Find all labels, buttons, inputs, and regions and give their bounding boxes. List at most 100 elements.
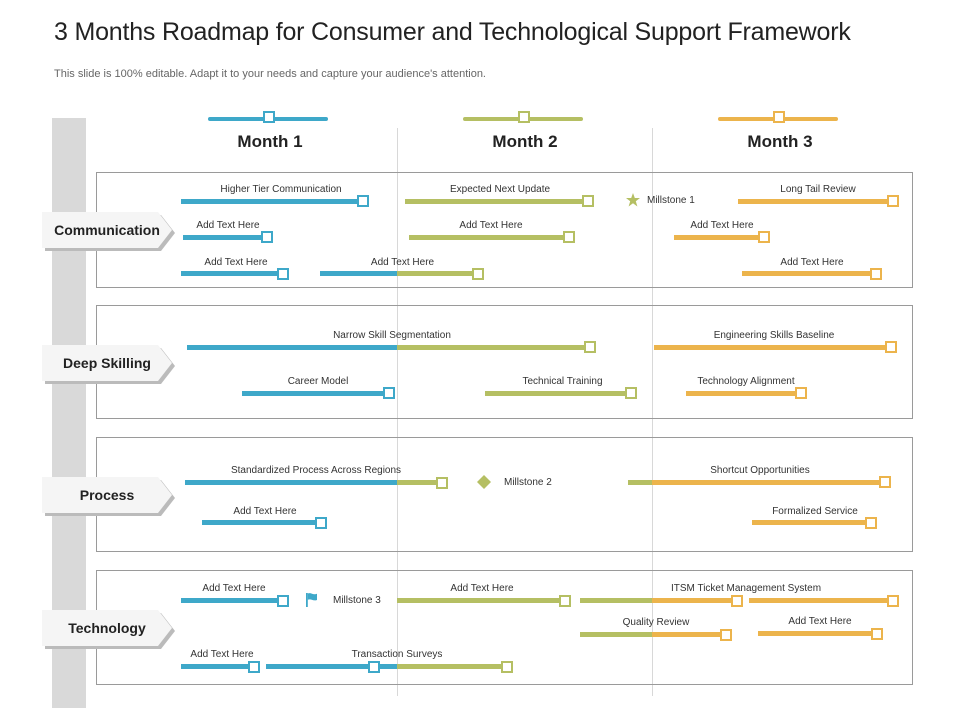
task-end-marker <box>261 231 273 243</box>
task-bar <box>738 199 890 204</box>
task-bar <box>628 480 652 485</box>
task-label: Add Text Here <box>788 616 852 627</box>
task-end-marker <box>871 628 883 640</box>
section-tag-communication: Communication <box>42 212 175 251</box>
task-label: Add Text Here <box>233 506 297 517</box>
month-3-marker <box>773 111 785 123</box>
task-label: Higher Tier Communication <box>220 184 342 195</box>
milestone-1-label: Millstone 1 <box>647 195 695 206</box>
section-process-box <box>96 437 913 552</box>
task-label: ITSM Ticket Management System <box>670 583 822 594</box>
task-end-marker <box>436 477 448 489</box>
task-end-marker <box>625 387 637 399</box>
section-label-process: Process <box>79 487 135 503</box>
task-bar <box>652 480 882 485</box>
task-end-marker <box>720 629 732 641</box>
task-bar <box>181 664 251 669</box>
section-tag-deep-skilling: Deep Skilling <box>42 345 175 384</box>
diamond-icon <box>477 475 491 489</box>
task-label: Transaction Surveys <box>351 649 443 660</box>
task-bar <box>397 345 587 350</box>
task-label: Add Text Here <box>204 257 268 268</box>
task-bar <box>320 271 397 276</box>
task-bar <box>752 520 868 525</box>
task-bar <box>181 598 279 603</box>
month-3-label: Month 3 <box>747 132 813 151</box>
task-end-marker <box>563 231 575 243</box>
task-bar <box>654 345 888 350</box>
task-bar <box>409 235 565 240</box>
column-divider <box>652 128 653 696</box>
section-deep-skilling-box <box>96 305 913 419</box>
task-bar <box>181 199 361 204</box>
task-label: Shortcut Opportunities <box>710 465 810 476</box>
tag-shape <box>42 212 175 251</box>
task-label: Engineering Skills Baseline <box>713 330 835 341</box>
task-end-marker <box>559 595 571 607</box>
section-label-deep-skilling: Deep Skilling <box>63 355 151 371</box>
task-bar <box>405 199 585 204</box>
task-bar <box>652 598 736 603</box>
task-label: Technical Training <box>522 376 603 387</box>
task-end-marker <box>582 195 594 207</box>
task-bar <box>758 631 872 636</box>
task-bar <box>652 632 724 637</box>
month-1-label: Month 1 <box>237 132 303 151</box>
task-label: Add Text Here <box>190 649 254 660</box>
task-bar <box>580 632 652 637</box>
task-end-marker <box>887 195 899 207</box>
task-bar <box>397 480 439 485</box>
task-label: Formalized Service <box>772 506 858 517</box>
tag-shape <box>42 610 175 649</box>
task-end-marker <box>277 595 289 607</box>
tag-shape <box>42 345 175 384</box>
task-bar <box>397 271 475 276</box>
task-label: Add Text Here <box>690 220 754 231</box>
task-bar <box>686 391 798 396</box>
task-label: Add Text Here <box>450 583 514 594</box>
task-bar <box>674 235 762 240</box>
task-bar <box>187 345 397 350</box>
task-label: Expected Next Update <box>449 184 551 195</box>
month-1-marker <box>263 111 275 123</box>
task-end-marker <box>731 595 743 607</box>
task-label: Long Tail Review <box>780 184 856 195</box>
task-end-marker <box>357 195 369 207</box>
task-end-marker <box>887 595 899 607</box>
tag-shape <box>42 477 175 516</box>
slide-subtitle: This slide is 100% editable. Adapt it to… <box>54 68 486 80</box>
task-label: Quality Review <box>622 617 690 628</box>
task-bar <box>181 271 283 276</box>
task-label: Add Text Here <box>370 257 435 268</box>
task-bar <box>742 271 874 276</box>
task-end-marker <box>870 268 882 280</box>
task-label: Add Text Here <box>202 583 266 594</box>
section-label-technology: Technology <box>68 620 146 636</box>
task-label: Career Model <box>287 376 349 387</box>
task-end-marker <box>865 517 877 529</box>
task-bar <box>749 598 889 603</box>
task-bar <box>380 664 397 669</box>
task-end-marker <box>501 661 513 673</box>
task-bar <box>485 391 632 396</box>
task-label: Add Text Here <box>459 220 523 231</box>
task-end-marker <box>472 268 484 280</box>
month-2-marker <box>518 111 530 123</box>
task-end-marker <box>795 387 807 399</box>
task-end-marker <box>879 476 891 488</box>
star-icon <box>626 193 640 207</box>
task-end-marker <box>383 387 395 399</box>
task-label: Add Text Here <box>196 220 260 231</box>
task-bar <box>202 520 318 525</box>
task-label: Standardized Process Across Regions <box>230 465 402 476</box>
section-label-communication: Communication <box>54 222 160 238</box>
milestone-2-label: Millstone 2 <box>504 477 552 488</box>
task-label: Narrow Skill Segmentation <box>333 330 451 341</box>
task-label: Technology Alignment <box>697 376 795 387</box>
task-end-marker <box>277 268 289 280</box>
milestone-3-label: Millstone 3 <box>333 595 381 606</box>
task-bar <box>266 664 370 669</box>
task-label: Add Text Here <box>780 257 844 268</box>
section-tag-process: Process <box>42 477 175 516</box>
month-2-label: Month 2 <box>492 132 558 151</box>
